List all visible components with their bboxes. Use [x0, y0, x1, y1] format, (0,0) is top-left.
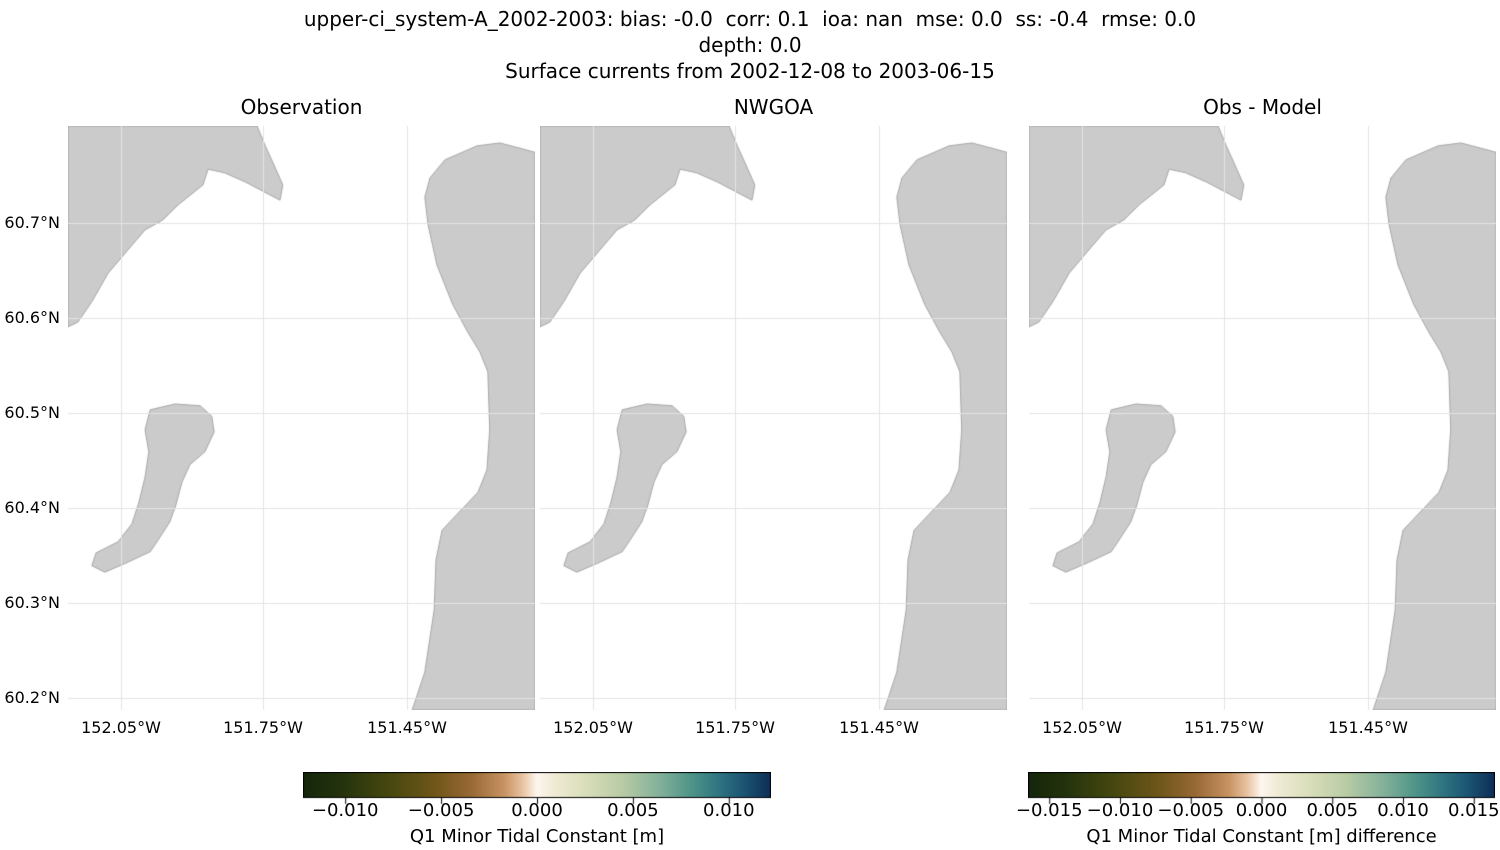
colorbar-tick-label: −0.010	[1086, 800, 1154, 821]
y-tick-label: 60.4°N	[4, 498, 60, 517]
x-tick-label: 152.05°W	[81, 718, 161, 737]
nwgoa-map-canvas	[540, 126, 1007, 710]
colorbar-tick-label: 0.015	[1448, 800, 1500, 821]
colorbar-tick-label: 0.000	[511, 800, 563, 821]
colorbar-main	[303, 772, 771, 806]
colorbar-tick-label: 0.005	[607, 800, 659, 821]
colorbar-tick-label: 0.005	[1306, 800, 1359, 821]
panel-title-obs-model: Obs - Model	[1203, 95, 1322, 119]
x-tick-label: 152.05°W	[1042, 718, 1122, 737]
colorbar-tick-label: −0.005	[1157, 800, 1225, 821]
y-tick-label: 60.5°N	[4, 403, 60, 422]
colorbar-tick-label: 0.010	[1377, 800, 1429, 821]
colorbar-tick-label: 0.010	[703, 800, 755, 821]
colorbar-difference-label: Q1 Minor Tidal Constant [m] difference	[1086, 826, 1437, 847]
panel-title-observation: Observation	[240, 95, 363, 119]
colorbar-main-label: Q1 Minor Tidal Constant [m]	[409, 826, 665, 847]
figure-title-depth: depth: 0.0	[698, 33, 802, 57]
figure-title-daterange: Surface currents from 2002-12-08 to 2003…	[505, 59, 995, 83]
figure-title-stats: upper-ci_system-A_2002-2003: bias: -0.0 …	[303, 7, 1197, 31]
x-tick-label: 151.75°W	[695, 718, 775, 737]
x-tick-label: 151.45°W	[839, 718, 919, 737]
x-tick-label: 152.05°W	[553, 718, 633, 737]
x-tick-label: 151.75°W	[1184, 718, 1264, 737]
x-tick-label: 151.75°W	[223, 718, 303, 737]
colorbar-tick-label: −0.010	[311, 800, 379, 821]
colorbar-tick-label: 0.000	[1235, 800, 1288, 821]
x-tick-label: 151.45°W	[1328, 718, 1408, 737]
colorbar-difference	[1028, 772, 1495, 806]
y-tick-label: 60.6°N	[4, 308, 60, 327]
obs-model-map-canvas	[1029, 126, 1496, 710]
y-tick-label: 60.3°N	[4, 593, 60, 612]
colorbar-tick-label: −0.015	[1015, 800, 1083, 821]
x-tick-label: 151.45°W	[367, 718, 447, 737]
observation-map-canvas	[68, 126, 535, 710]
y-tick-label: 60.2°N	[4, 688, 60, 707]
colorbar-tick-label: −0.005	[407, 800, 475, 821]
y-tick-label: 60.7°N	[4, 213, 60, 232]
panel-title-nwgoa: NWGOA	[733, 95, 814, 119]
